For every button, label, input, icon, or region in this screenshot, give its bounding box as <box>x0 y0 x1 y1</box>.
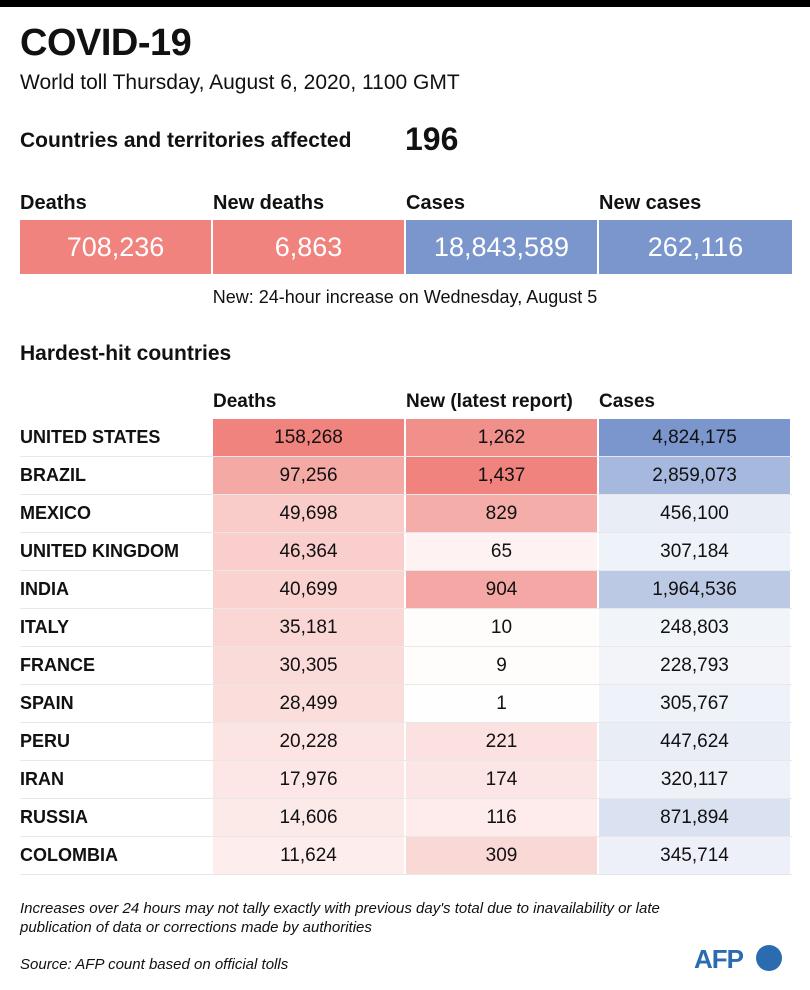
cell-new: 1,262 <box>406 419 599 456</box>
column-header-new: New (latest report) <box>406 391 573 412</box>
row-divider <box>20 760 792 761</box>
column-header-cases: Cases <box>599 391 655 412</box>
country-name: COLOMBIA <box>20 845 118 865</box>
table-row: BRAZIL 97,256 1,437 2,859,073 <box>20 457 792 495</box>
cell-new: 10 <box>406 609 599 646</box>
cell-cases: 248,803 <box>599 609 792 646</box>
cell-deaths: 49,698 <box>213 495 406 532</box>
cell-cases: 456,100 <box>599 495 792 532</box>
country-name: FRANCE <box>20 655 95 675</box>
country-name: UNITED KINGDOM <box>20 541 179 561</box>
cell-cases: 4,824,175 <box>599 419 792 456</box>
row-divider <box>20 836 792 837</box>
cell-cases: 345,714 <box>599 837 792 874</box>
cell-new: 904 <box>406 571 599 608</box>
cell-deaths: 30,305 <box>213 647 406 684</box>
cell-deaths: 35,181 <box>213 609 406 646</box>
country-name: IRAN <box>20 769 64 789</box>
country-name: INDIA <box>20 579 69 599</box>
increase-note: New: 24-hour increase on Wednesday, Augu… <box>212 287 598 307</box>
cell-deaths: 17,976 <box>213 761 406 798</box>
cell-cases: 307,184 <box>599 533 792 570</box>
row-divider <box>20 646 792 647</box>
table-row: UNITED STATES 158,268 1,262 4,824,175 <box>20 419 792 457</box>
affected-label: Countries and territories affected <box>20 129 352 152</box>
kpi-label-deaths: Deaths <box>20 192 87 214</box>
cell-deaths: 158,268 <box>213 419 406 456</box>
row-divider <box>20 456 792 457</box>
cell-new: 309 <box>406 837 599 874</box>
row-divider <box>20 570 792 571</box>
row-divider <box>20 874 792 875</box>
kpi-value-deaths: 708,236 <box>20 220 213 274</box>
cell-new: 1 <box>406 685 599 722</box>
cell-deaths: 20,228 <box>213 723 406 760</box>
page-title: COVID-19 <box>20 22 192 64</box>
cell-new: 9 <box>406 647 599 684</box>
row-divider <box>20 494 792 495</box>
cell-cases: 228,793 <box>599 647 792 684</box>
table-row: PERU 20,228 221 447,624 <box>20 723 792 761</box>
country-name: UNITED STATES <box>20 427 161 447</box>
hardest-hit-table: UNITED STATES 158,268 1,262 4,824,175 BRAZIL… <box>20 419 792 875</box>
country-name: BRAZIL <box>20 465 86 485</box>
cell-new: 65 <box>406 533 599 570</box>
kpi-label-cases: Cases <box>406 192 465 214</box>
afp-logo-text: AFP <box>694 944 744 974</box>
affected-value: 196 <box>405 121 459 157</box>
table-row: RUSSIA 14,606 116 871,894 <box>20 799 792 837</box>
kpi-value-new-cases: 262,116 <box>599 220 792 274</box>
cell-cases: 447,624 <box>599 723 792 760</box>
kpi-label-new-cases: New cases <box>599 192 702 214</box>
row-divider <box>20 798 792 799</box>
country-name: RUSSIA <box>20 807 89 827</box>
country-name: ITALY <box>20 617 70 637</box>
cell-cases: 320,117 <box>599 761 792 798</box>
country-name: PERU <box>20 731 71 751</box>
cell-cases: 2,859,073 <box>599 457 792 494</box>
row-divider <box>20 722 792 723</box>
kpi-label-new-deaths: New deaths <box>213 192 325 214</box>
afp-logo: AFP <box>694 944 786 974</box>
cell-new: 1,437 <box>406 457 599 494</box>
cell-deaths: 40,699 <box>213 571 406 608</box>
table-row: COLOMBIA 11,624 309 345,714 <box>20 837 792 875</box>
row-divider <box>20 532 792 533</box>
table-row: FRANCE 30,305 9 228,793 <box>20 647 792 685</box>
cell-cases: 871,894 <box>599 799 792 836</box>
table-row: IRAN 17,976 174 320,117 <box>20 761 792 799</box>
kpi-boxes: 708,236 6,863 18,843,589 262,116 <box>20 220 792 274</box>
section-title: Hardest-hit countries <box>20 342 232 365</box>
row-divider <box>20 684 792 685</box>
kpi-labels: Deaths New deaths Cases New cases <box>20 192 792 215</box>
row-divider <box>20 608 792 609</box>
table-row: MEXICO 49,698 829 456,100 <box>20 495 792 533</box>
kpi-value-new-deaths: 6,863 <box>213 220 406 274</box>
page-subtitle: World toll Thursday, August 6, 2020, 110… <box>20 71 460 94</box>
cell-cases: 1,964,536 <box>599 571 792 608</box>
kpi-value-cases: 18,843,589 <box>406 220 599 274</box>
cell-cases: 305,767 <box>599 685 792 722</box>
footnote: Increases over 24 hours may not tally ex… <box>20 900 660 936</box>
afp-logo-dot <box>756 945 782 971</box>
table-row: UNITED KINGDOM 46,364 65 307,184 <box>20 533 792 571</box>
cell-new: 116 <box>406 799 599 836</box>
country-name: SPAIN <box>20 693 74 713</box>
country-name: MEXICO <box>20 503 92 523</box>
table-row: SPAIN 28,499 1 305,767 <box>20 685 792 723</box>
cell-deaths: 97,256 <box>213 457 406 494</box>
column-header-deaths: Deaths <box>213 391 277 412</box>
table-row: INDIA 40,699 904 1,964,536 <box>20 571 792 609</box>
cell-new: 221 <box>406 723 599 760</box>
cell-new: 174 <box>406 761 599 798</box>
cell-deaths: 28,499 <box>213 685 406 722</box>
cell-deaths: 11,624 <box>213 837 406 874</box>
table-row: ITALY 35,181 10 248,803 <box>20 609 792 647</box>
cell-deaths: 14,606 <box>213 799 406 836</box>
cell-new: 829 <box>406 495 599 532</box>
top-rule <box>0 0 810 7</box>
source-note: Source: AFP count based on official toll… <box>20 956 289 973</box>
cell-deaths: 46,364 <box>213 533 406 570</box>
